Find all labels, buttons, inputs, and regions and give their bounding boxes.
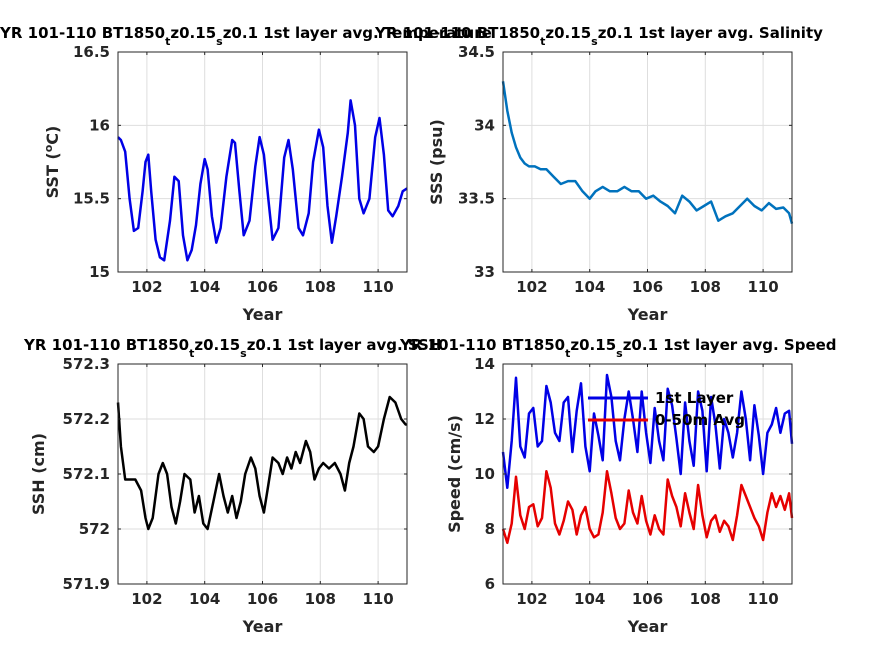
y-tick-label: 15: [89, 263, 110, 281]
x-tick-label: 108: [690, 278, 721, 296]
y-tick-label: 6: [485, 575, 495, 593]
x-tick-label: 108: [690, 590, 721, 608]
y-tick-label: 15.5: [73, 190, 110, 208]
y-tick-label: 34.5: [458, 43, 495, 61]
series-line-1: [117, 99, 408, 262]
chart-title: YR 101-110 BT1850tz0.15sz0.1 1st layer a…: [0, 24, 492, 48]
y-axis-label: SSS (psu): [427, 119, 446, 205]
chart-panel-2: 102 104 106 108 110 33 33.5 34 34.5 Year SSS (psu)…: [374, 24, 823, 324]
series-line-1: [116, 395, 407, 531]
x-axis-label: Year: [627, 617, 668, 636]
x-tick-label: 110: [747, 590, 778, 608]
x-tick-label: 104: [189, 278, 220, 296]
y-tick-label: 8: [485, 520, 495, 538]
chart-panel-3: 102 104 106 108 110 571.9 572 572.1 572.2 572.3 Ye…: [23, 336, 441, 636]
x-axis-label: Year: [242, 617, 283, 636]
chart-panel-1: 102 104 106 108 110 15 15.5 16 16.5 Year SST (oC) Y…: [0, 24, 492, 324]
y-tick-label: 12: [474, 410, 495, 428]
y-tick-label: 572: [79, 520, 110, 538]
y-tick-label: 572.2: [63, 410, 110, 428]
y-axis-label: SSH (cm): [29, 433, 48, 515]
chart-panel-4: 102 104 106 108 110 6 8 10 12 14 Year Speed (cm/s) Y…: [399, 336, 837, 636]
x-tick-label: 106: [632, 590, 663, 608]
y-tick-label: 16.5: [73, 43, 110, 61]
y-tick-label: 33.5: [458, 190, 495, 208]
x-tick-label: 110: [747, 278, 778, 296]
x-tick-label: 102: [516, 278, 547, 296]
legend: 1st Layer 0-50m Avg: [588, 389, 745, 429]
y-tick-label: 572.3: [63, 355, 110, 373]
y-axis-label: Speed (cm/s): [445, 415, 464, 533]
x-tick-label: 106: [247, 590, 278, 608]
y-tick-label: 572.1: [63, 465, 110, 483]
chart-title: YR 101-110 BT1850tz0.15sz0.1 1st layer a…: [399, 336, 837, 360]
x-tick-label: 108: [305, 278, 336, 296]
y-axis-label: SST (oC): [42, 126, 63, 199]
legend-label: 0-50m Avg: [655, 411, 745, 429]
x-tick-label: 106: [247, 278, 278, 296]
x-tick-label: 102: [131, 590, 162, 608]
y-tick-label: 571.9: [63, 575, 110, 593]
y-tick-label: 10: [474, 465, 495, 483]
x-tick-label: 110: [362, 590, 393, 608]
x-tick-label: 102: [516, 590, 547, 608]
x-tick-label: 102: [131, 278, 162, 296]
chart-title: YR 101-110 BT1850tz0.15sz0.1 1st layer a…: [374, 24, 823, 48]
series-line-1: [501, 81, 794, 224]
x-axis-label: Year: [627, 305, 668, 324]
y-tick-label: 14: [474, 355, 495, 373]
x-tick-label: 108: [305, 590, 336, 608]
y-tick-label: 33: [474, 263, 495, 281]
y-tick-label: 34: [474, 116, 495, 134]
x-tick-label: 110: [362, 278, 393, 296]
chart-title: YR 101-110 BT1850tz0.15sz0.1 1st layer a…: [23, 336, 441, 360]
series-line-2: [501, 470, 794, 545]
x-axis-label: Year: [242, 305, 283, 324]
x-tick-label: 104: [574, 590, 605, 608]
legend-label: 1st Layer: [655, 389, 734, 407]
x-tick-label: 104: [189, 590, 220, 608]
x-tick-label: 106: [632, 278, 663, 296]
y-tick-label: 16: [89, 116, 110, 134]
x-tick-label: 104: [574, 278, 605, 296]
series-line-1: [501, 373, 794, 490]
